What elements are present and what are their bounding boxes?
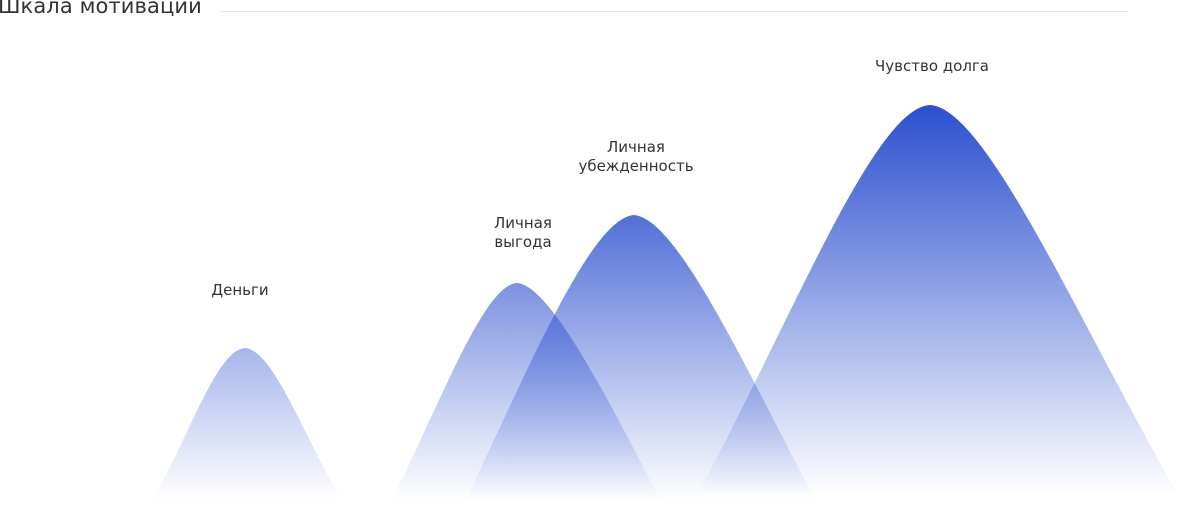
- peak-label-money: Деньги: [160, 281, 320, 300]
- peak-label-benefit: Личная выгода: [443, 214, 603, 252]
- peak-label-duty: Чувство долга: [852, 57, 1012, 76]
- peak-money: [152, 348, 342, 500]
- peak-conviction: [466, 215, 815, 500]
- peak-label-conviction: Личная убежденность: [556, 138, 716, 176]
- peak-label-line: Личная: [607, 138, 665, 156]
- peak-label-line: Чувство долга: [875, 57, 989, 75]
- peak-label-line: Деньги: [211, 281, 269, 299]
- title-divider: [219, 11, 1128, 12]
- peak-label-line: Личная: [494, 214, 552, 232]
- peak-label-line: выгода: [494, 233, 552, 251]
- page-title: Шкала мотивации: [0, 0, 202, 18]
- peak-duty: [697, 105, 1178, 495]
- peak-label-line: убежденность: [578, 157, 694, 175]
- page-header: Шкала мотивации: [0, 0, 1128, 26]
